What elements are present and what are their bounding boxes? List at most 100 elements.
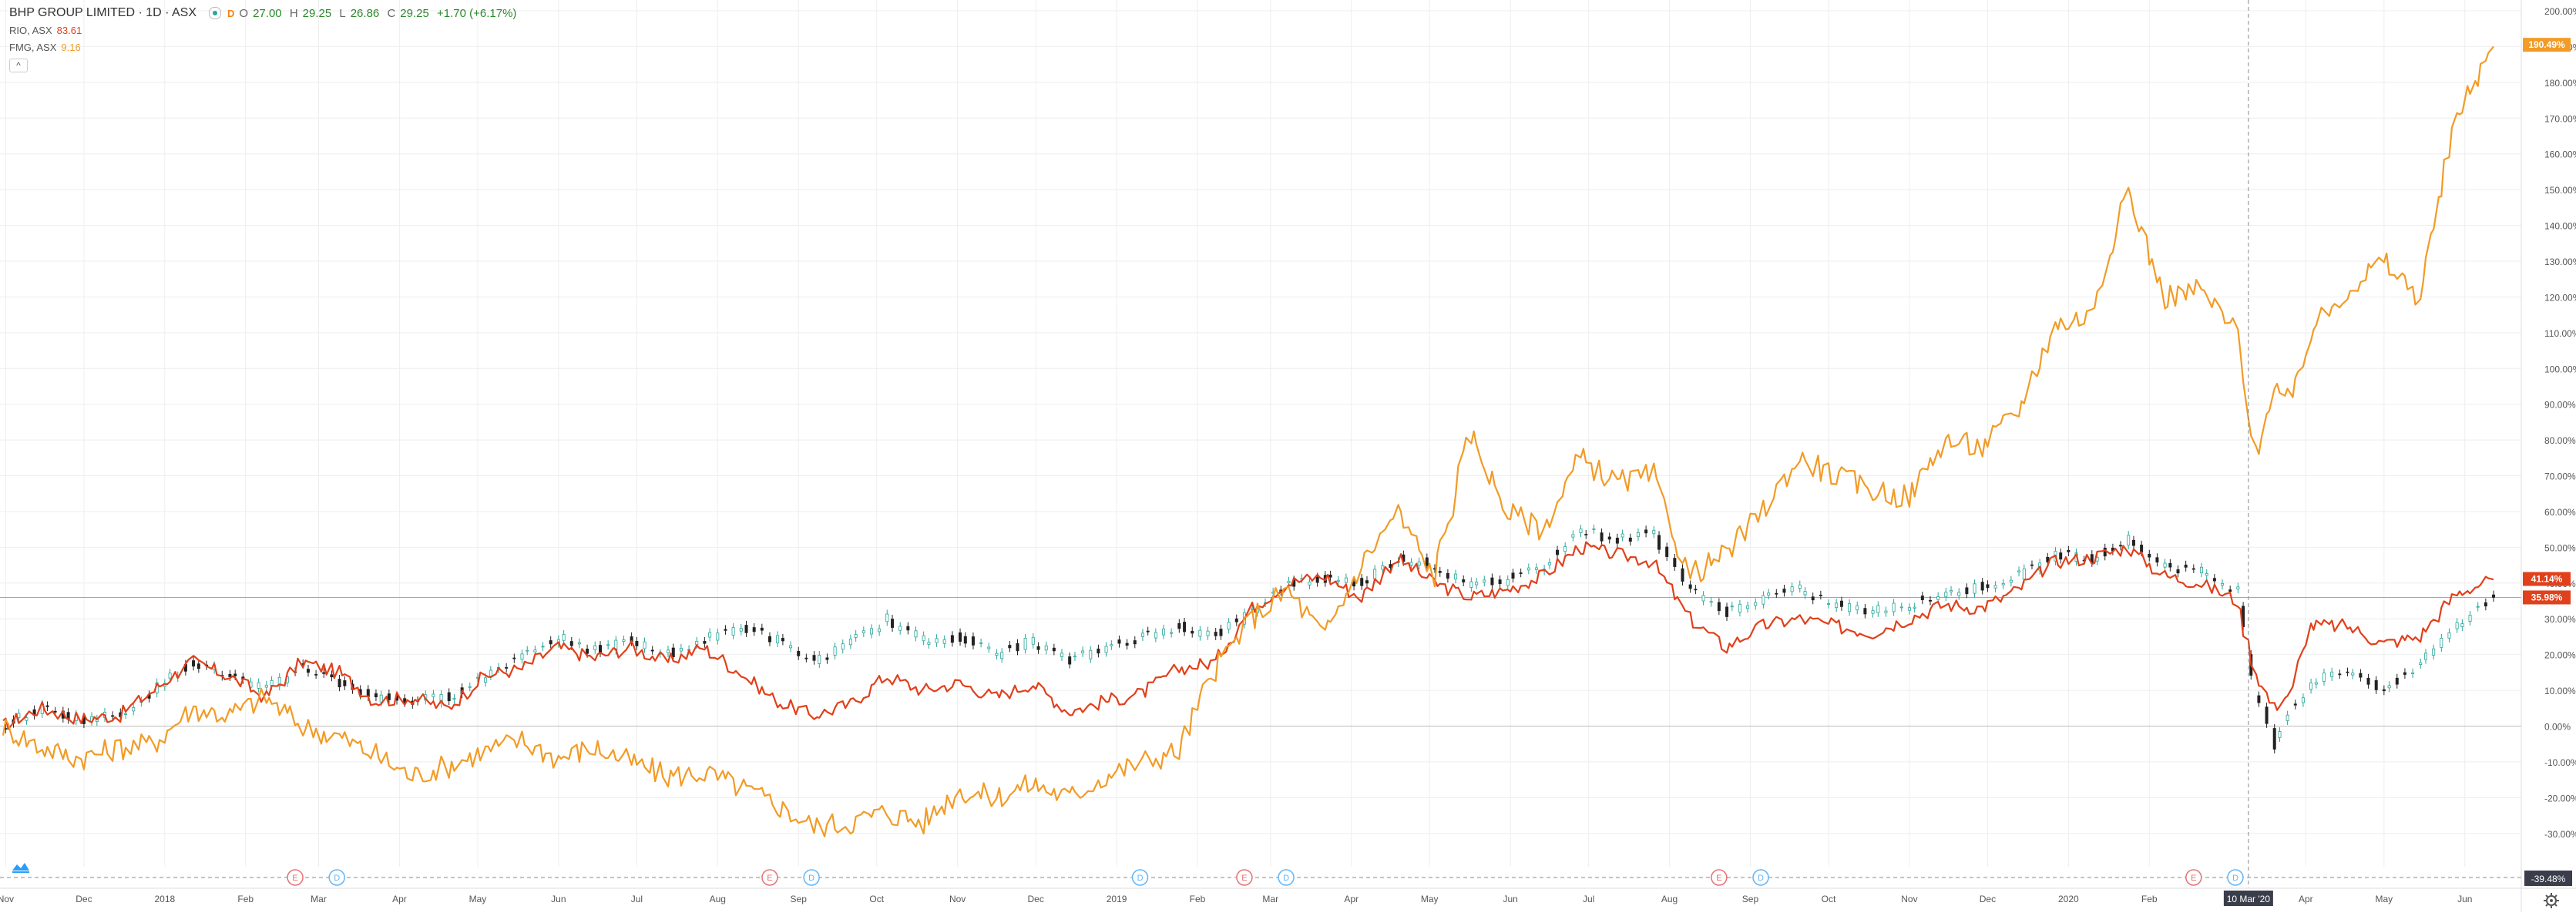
bhp-candle-body bbox=[379, 694, 383, 703]
bhp-candle-body bbox=[1717, 602, 1721, 612]
x-tick-label: Apr bbox=[2299, 894, 2313, 904]
bhp-candle-body bbox=[878, 628, 882, 632]
bhp-candle-body bbox=[374, 693, 378, 698]
dividend-marker[interactable] bbox=[803, 869, 820, 886]
symbol-title[interactable]: BHP GROUP LIMITED · 1D · ASX bbox=[9, 6, 197, 19]
bhp-candle-body bbox=[586, 648, 589, 654]
bhp-candle-body bbox=[797, 650, 801, 656]
bhp-candle-body bbox=[1534, 567, 1538, 570]
bhp-candle-body bbox=[1373, 569, 1377, 579]
bhp-candle-body bbox=[1469, 581, 1473, 588]
bhp-candle-body bbox=[1571, 534, 1575, 538]
bhp-candle-body bbox=[650, 649, 654, 652]
bhp-candle-body bbox=[833, 646, 837, 656]
earnings-marker[interactable] bbox=[287, 869, 304, 886]
dividend-marker[interactable] bbox=[2227, 869, 2244, 886]
bhp-candle-body bbox=[1993, 585, 1997, 589]
interval-badge[interactable]: D bbox=[227, 7, 235, 19]
bhp-candle-body bbox=[1701, 595, 1705, 602]
visibility-icon[interactable] bbox=[209, 7, 222, 19]
dividend-marker[interactable] bbox=[1752, 869, 1769, 886]
y-tick-label: 20.00% bbox=[2544, 650, 2576, 661]
bhp-candle-body bbox=[2236, 586, 2240, 589]
bhp-candle-body bbox=[1475, 582, 1479, 586]
bhp-candle-body bbox=[963, 636, 967, 644]
event-marker-label: E bbox=[767, 874, 772, 883]
bhp-candle-body bbox=[2382, 689, 2386, 692]
compare-symbol-fmg[interactable]: FMG, ASX bbox=[9, 41, 57, 53]
x-tick-label: Jul bbox=[631, 894, 643, 904]
bhp-candle-body bbox=[906, 626, 910, 631]
bhp-candle-body bbox=[1352, 581, 1356, 587]
compare-row-rio[interactable]: RIO, ASX 83.61 bbox=[9, 22, 526, 39]
x-tick-label: May bbox=[1421, 894, 1439, 904]
bhp-candle-body bbox=[343, 680, 347, 686]
bhp-candle-body bbox=[1381, 565, 1385, 570]
x-tick-label: 2018 bbox=[154, 894, 175, 904]
high-value: 29.25 bbox=[302, 6, 332, 20]
bhp-candle-body bbox=[2046, 556, 2050, 562]
bhp-candle-body bbox=[950, 635, 954, 643]
bhp-candle-body bbox=[739, 628, 743, 632]
x-tick-label: Jul bbox=[1583, 894, 1594, 904]
y-tick-label: 150.00% bbox=[2544, 185, 2576, 196]
event-marker-label: E bbox=[292, 874, 297, 883]
bhp-candle-body bbox=[512, 657, 516, 659]
bhp-candle-body bbox=[549, 640, 552, 645]
bhp-candle-body bbox=[228, 673, 232, 677]
bhp-candle-body bbox=[1462, 579, 1466, 582]
bhp-candle-body bbox=[1876, 605, 1880, 613]
event-marker-label: D bbox=[1758, 874, 1764, 883]
y-tick-label: 70.00% bbox=[2544, 471, 2576, 482]
bhp-candle-body bbox=[781, 638, 784, 642]
earnings-marker[interactable] bbox=[761, 869, 778, 886]
bhp-candle-body bbox=[2359, 673, 2363, 678]
bhp-candle-body bbox=[520, 653, 524, 660]
bhp-candle-body bbox=[752, 627, 756, 632]
bhp-candle-body bbox=[1652, 530, 1656, 535]
bhp-candle-body bbox=[1287, 580, 1291, 583]
bhp-candle-body bbox=[2059, 552, 2063, 560]
bhp-candle-body bbox=[635, 641, 639, 646]
bhp-candle-body bbox=[708, 632, 712, 638]
bhp-candle-body bbox=[1227, 622, 1231, 630]
compare-row-fmg[interactable]: FMG, ASX 9.16 bbox=[9, 39, 526, 55]
bhp-candle-body bbox=[1315, 576, 1319, 583]
bhp-candle-body bbox=[1417, 561, 1421, 566]
bhp-candle-body bbox=[760, 627, 764, 631]
dividend-marker[interactable] bbox=[1278, 869, 1295, 886]
x-tick-label: Mar bbox=[1262, 894, 1278, 904]
earnings-marker[interactable] bbox=[1236, 869, 1253, 886]
bhp-candle-body bbox=[1636, 532, 1640, 538]
bhp-candle-body bbox=[1498, 579, 1502, 585]
bhp-last-label: 35.98% bbox=[2531, 592, 2563, 602]
price-labels: 190.49% 41.14% 35.98% bbox=[2523, 38, 2571, 605]
collapse-legend-button[interactable]: ^ bbox=[9, 59, 28, 72]
bhp-candle-body bbox=[468, 686, 472, 688]
gear-icon[interactable] bbox=[2543, 892, 2560, 909]
event-marker-label: D bbox=[2232, 874, 2238, 883]
series-line-fmg bbox=[2, 45, 2494, 837]
low-label: L bbox=[339, 6, 346, 20]
bhp-candle-body bbox=[679, 648, 683, 652]
tradingview-logo-icon[interactable] bbox=[11, 860, 31, 874]
bhp-candle-body bbox=[1198, 629, 1202, 637]
earnings-marker[interactable] bbox=[2185, 869, 2202, 886]
x-tick-label: Aug bbox=[1661, 894, 1678, 904]
bhp-candle-body bbox=[1008, 645, 1012, 649]
dividend-marker[interactable] bbox=[328, 869, 345, 886]
bhp-candle-body bbox=[2168, 562, 2172, 568]
bhp-candle-body bbox=[484, 677, 488, 683]
y-tick-label: 90.00% bbox=[2544, 400, 2576, 411]
dividend-marker[interactable] bbox=[1131, 869, 1149, 886]
bhp-candle-body bbox=[825, 657, 829, 660]
compare-symbol-rio[interactable]: RIO, ASX bbox=[9, 24, 52, 36]
earnings-marker[interactable] bbox=[1711, 869, 1728, 886]
bhp-candle-body bbox=[53, 710, 57, 713]
chevron-up-icon: ^ bbox=[16, 60, 21, 71]
bhp-candle-body bbox=[671, 647, 675, 657]
